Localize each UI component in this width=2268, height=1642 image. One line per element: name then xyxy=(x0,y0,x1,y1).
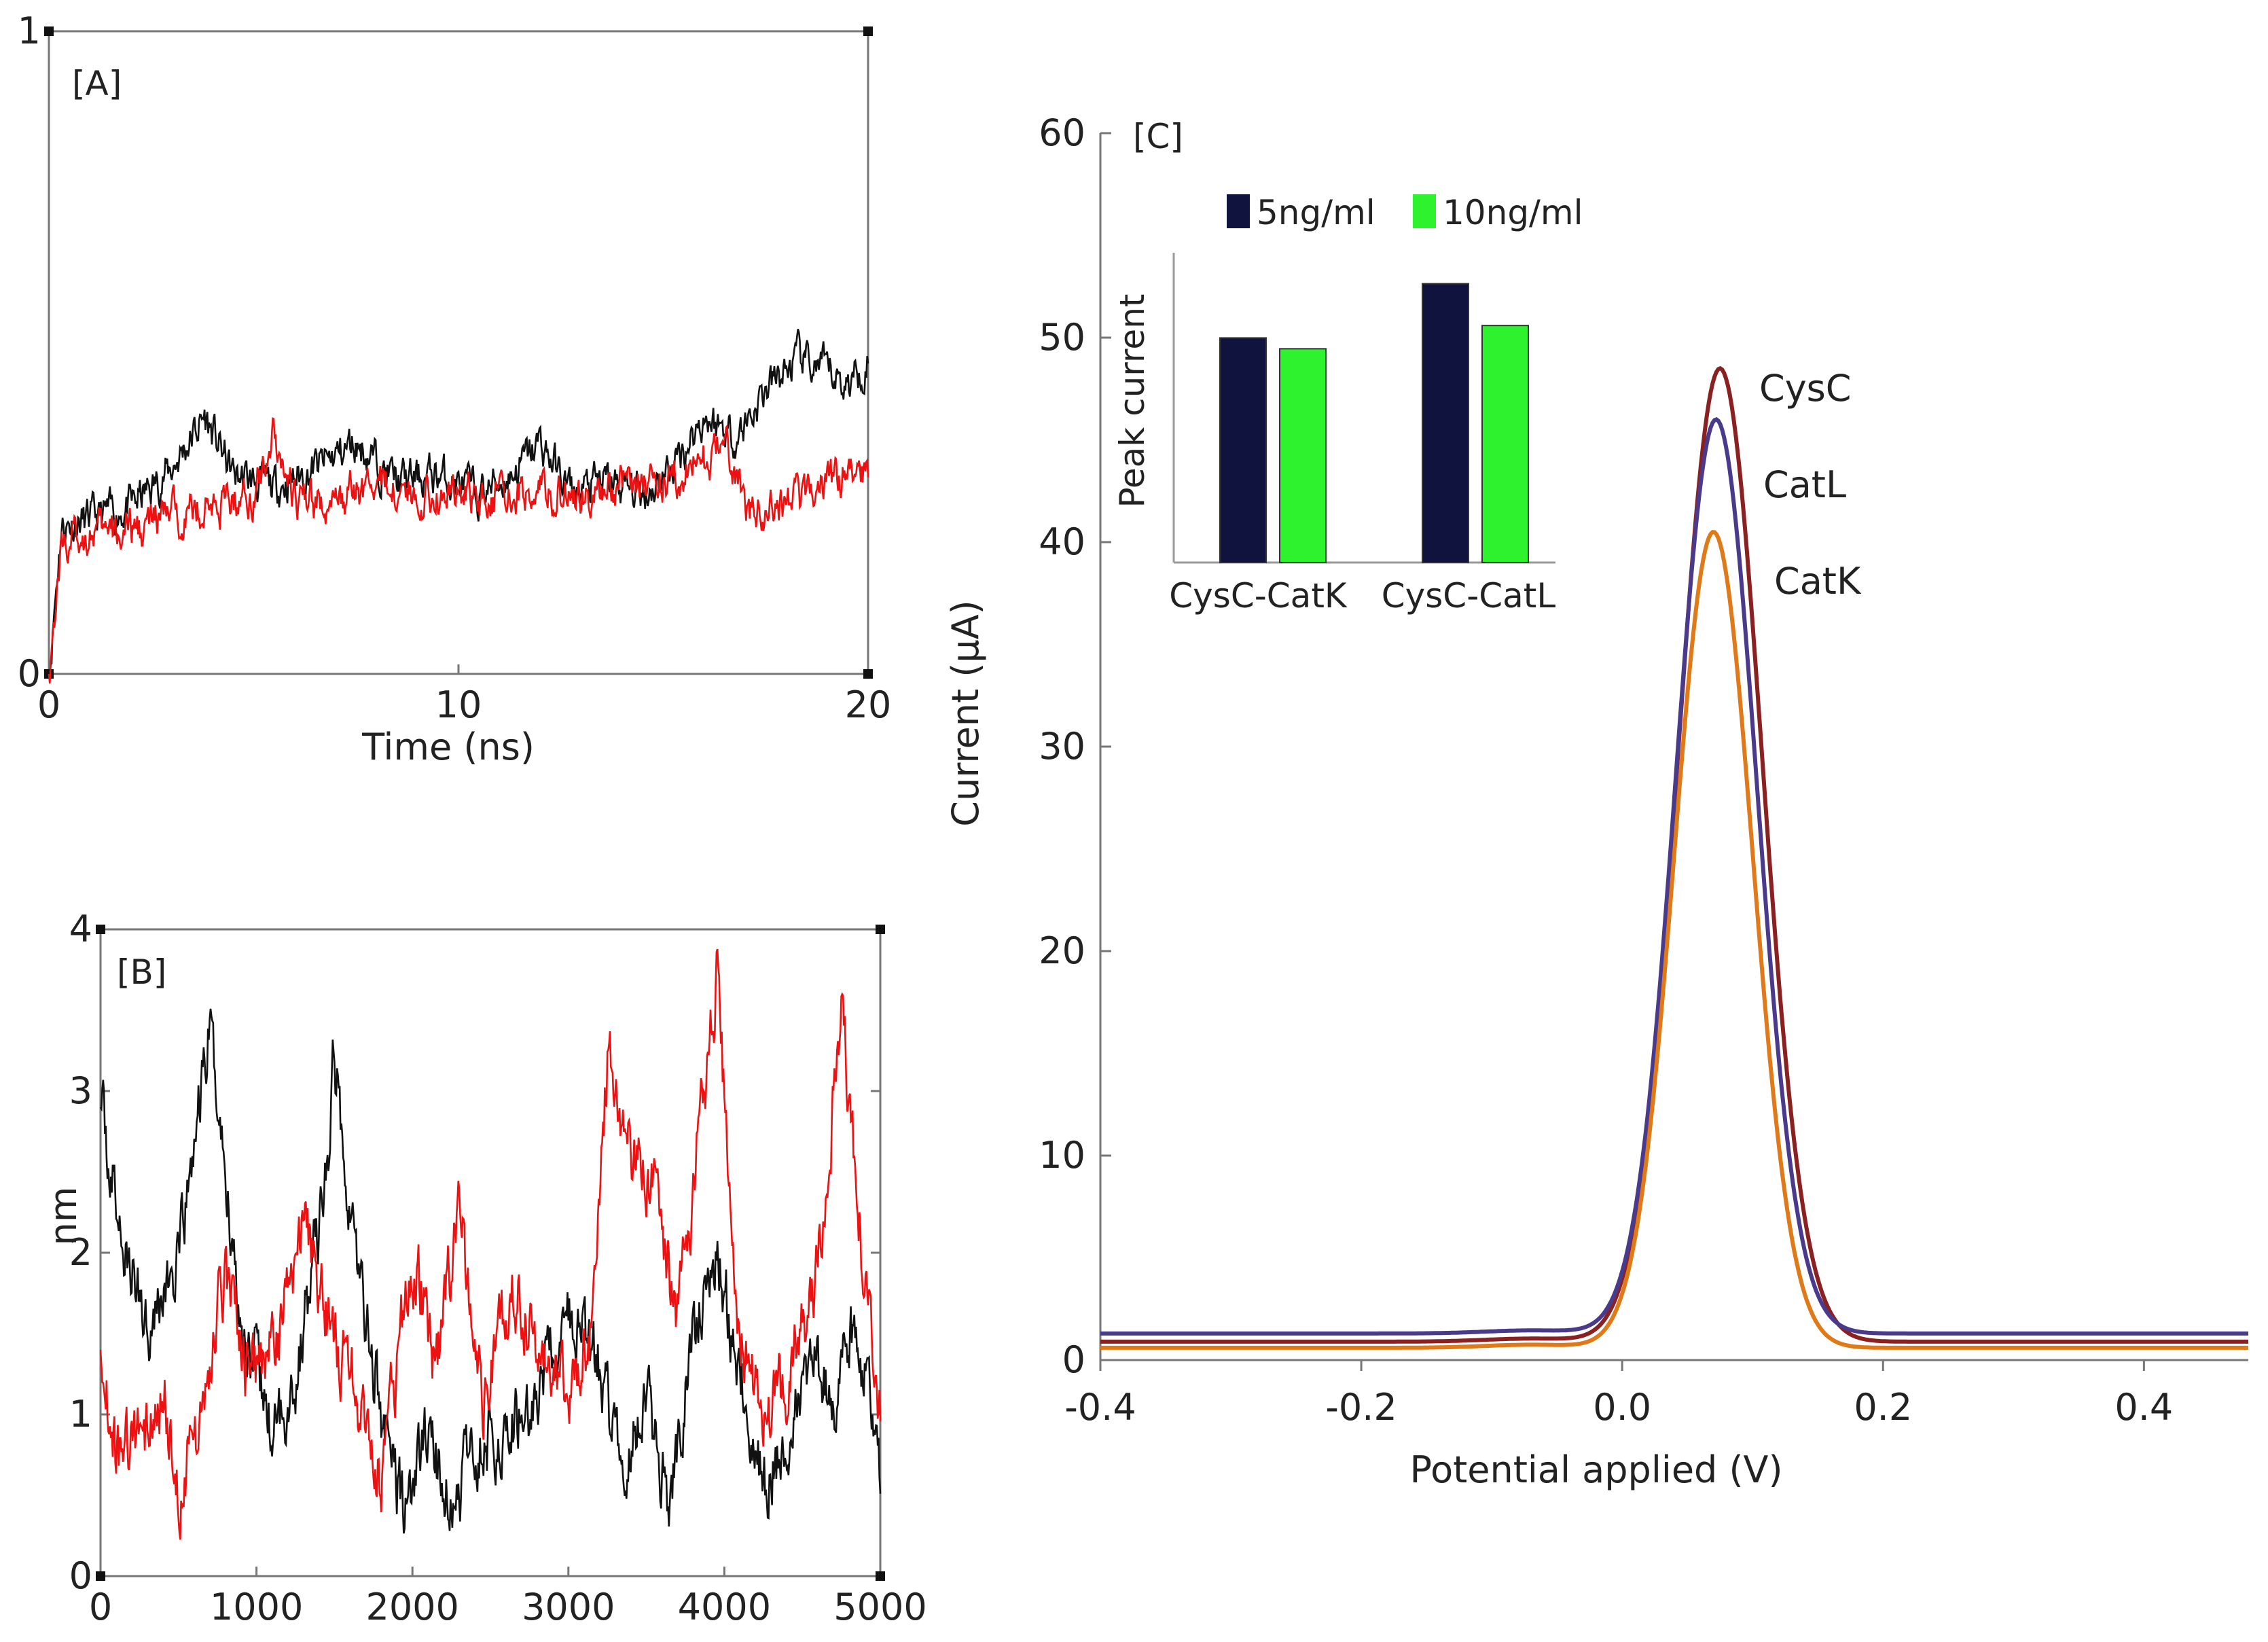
panel-a-x-axis-label: Time (ns) xyxy=(361,726,535,768)
bar-cysc-catl-5ng-ml xyxy=(1422,283,1469,563)
frame-corner-marker xyxy=(96,1571,105,1581)
legend-label-5ng: 5ng/ml xyxy=(1257,193,1375,232)
legend-label-10ng: 10ng/ml xyxy=(1443,193,1583,232)
x-tick-label: 4000 xyxy=(678,1586,771,1628)
inset-legend: 5ng/ml 10ng/ml xyxy=(1227,193,1583,232)
bar-cysc-catl-10ng-ml xyxy=(1481,325,1529,563)
series-black-line xyxy=(48,329,869,676)
panel-c-y-axis-label: Current (μA) xyxy=(944,600,987,826)
y-tick-label: 1 xyxy=(69,1393,92,1435)
x-tick-label: 5000 xyxy=(833,1586,926,1628)
panel-a-frame xyxy=(48,30,869,675)
series-catk-curve xyxy=(1100,530,2248,1350)
y-tick-label: 0 xyxy=(69,1554,92,1597)
y-tick-label: 4 xyxy=(69,908,92,950)
legend-swatch-5ng xyxy=(1227,194,1250,228)
inset-y-axis-label: Peak current xyxy=(1113,294,1152,508)
y-tick-label: 3 xyxy=(69,1069,92,1112)
y-tick-label: 10 xyxy=(1039,1134,1085,1177)
panel-c: [C] 0 10 20 30 40 50 60 -0.4 -0.2 0.0 0.2 0.4 CysC… xyxy=(944,111,2248,1491)
series-black-line xyxy=(99,1008,882,1534)
frame-corner-marker xyxy=(96,925,105,934)
curve-label-catl: CatL xyxy=(1763,463,1846,506)
y-tick-label: 50 xyxy=(1039,316,1085,359)
panel-b-label: [B] xyxy=(117,952,166,992)
x-tick-label: 3000 xyxy=(522,1586,615,1628)
bar-cysc-catk-10ng-ml xyxy=(1279,348,1327,563)
panel-b-series xyxy=(96,925,885,1581)
frame-corner-marker xyxy=(863,669,873,679)
x-tick-label: 1000 xyxy=(210,1586,303,1628)
frame-corner-marker xyxy=(876,1571,885,1581)
panel-c-y-ticks: 0 10 20 30 40 50 60 xyxy=(1039,111,1111,1381)
y-tick-label: 20 xyxy=(1039,929,1085,972)
bar-cysc-catk-5ng-ml xyxy=(1219,337,1267,563)
panel-c-label: [C] xyxy=(1133,117,1183,156)
panel-c-series xyxy=(1100,365,2248,1350)
x-tick-label: 0.0 xyxy=(1593,1386,1651,1429)
inset-bars xyxy=(1219,283,1529,563)
y-tick-label: 30 xyxy=(1039,725,1085,768)
panel-c-x-ticks: -0.4 -0.2 0.0 0.2 0.4 xyxy=(1064,1360,2173,1429)
series-red-line xyxy=(48,416,869,684)
legend-swatch-10ng xyxy=(1413,194,1436,228)
frame-corner-marker xyxy=(44,26,54,36)
x-tick-label: 0.2 xyxy=(1854,1386,1912,1429)
frame-corner-marker xyxy=(876,925,885,934)
series-catl-curve xyxy=(1100,417,2248,1336)
panel-b-y-axis-label: nm xyxy=(42,1187,85,1246)
panel-b: [B] 0 1 2 3 4 0 1000 2000 3000 4000 5000 nm xyxy=(42,908,927,1628)
inset-category-label-1: CysC-CatK xyxy=(1169,576,1348,615)
panel-a-label: [A] xyxy=(72,64,122,103)
x-tick-label: 0 xyxy=(89,1586,112,1628)
curve-label-catk: CatK xyxy=(1774,560,1862,603)
panel-a-x-ticks: 0 10 20 xyxy=(37,664,892,726)
panel-a: [A] 01 0 10 20 Time (ns) xyxy=(18,10,892,768)
x-tick-label: 2000 xyxy=(365,1586,458,1628)
x-tick-label: 20 xyxy=(845,683,892,726)
x-tick-label: 0.4 xyxy=(2114,1386,2173,1429)
y-tick-label: 40 xyxy=(1039,520,1085,563)
x-tick-label: 0 xyxy=(37,683,60,726)
y-tick-label: 0 xyxy=(18,652,41,695)
x-tick-label: -0.2 xyxy=(1325,1386,1397,1429)
panel-a-y-ticks: 01 xyxy=(18,10,868,695)
panel-b-y-ticks: 0 1 2 3 4 xyxy=(69,908,880,1597)
inset-category-label-2: CysC-CatL xyxy=(1382,576,1556,615)
y-tick-label: 60 xyxy=(1039,111,1085,154)
y-tick-label: 1 xyxy=(18,10,41,52)
x-tick-label: 10 xyxy=(435,683,482,726)
y-tick-label: 0 xyxy=(1062,1338,1085,1381)
y-tick-label: 2 xyxy=(69,1231,92,1274)
series-red-line xyxy=(99,948,882,1540)
x-tick-label: -0.4 xyxy=(1064,1386,1136,1429)
panel-b-x-ticks: 0 1000 2000 3000 4000 5000 xyxy=(89,1567,927,1628)
inset-bar-chart: Peak current CysC-CatK CysC-CatL 5ng/ml … xyxy=(1113,193,1583,615)
frame-corner-marker xyxy=(863,26,873,36)
panel-a-series xyxy=(44,26,873,684)
panel-c-x-axis-label: Potential applied (V) xyxy=(1409,1448,1782,1491)
curve-label-cysc: CysC xyxy=(1759,367,1852,410)
